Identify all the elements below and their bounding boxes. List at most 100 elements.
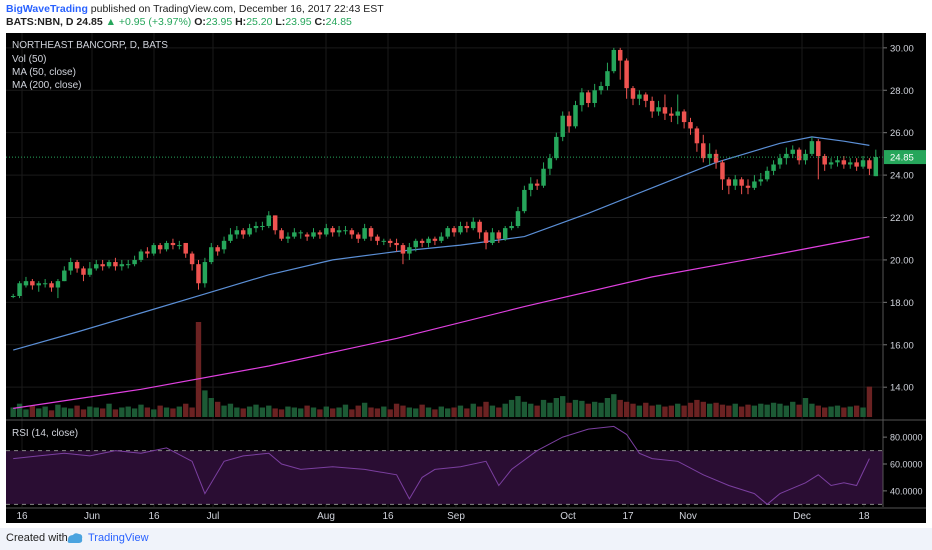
candle-body bbox=[419, 240, 425, 243]
candle-body bbox=[764, 170, 770, 180]
volume-bars bbox=[10, 322, 873, 417]
rsi-tick-label: 40.0000 bbox=[890, 486, 923, 496]
candle-body bbox=[790, 149, 795, 154]
close-label: C: bbox=[314, 16, 326, 28]
candle-body bbox=[49, 283, 54, 288]
candle-body bbox=[841, 160, 847, 165]
candle-body bbox=[387, 240, 393, 243]
footer-brand[interactable]: TradingView bbox=[88, 532, 149, 544]
volume-bar bbox=[783, 405, 790, 417]
volume-bar bbox=[272, 408, 278, 417]
volume-bar bbox=[681, 405, 687, 417]
candle-body bbox=[809, 141, 815, 154]
volume-bar bbox=[138, 404, 144, 417]
candle-body bbox=[62, 270, 67, 282]
volume-bar bbox=[342, 404, 349, 417]
candle-body bbox=[68, 262, 73, 271]
volume-bar bbox=[23, 409, 29, 417]
volume-bar bbox=[706, 403, 713, 417]
volume-bar bbox=[796, 404, 802, 417]
volume-bar bbox=[668, 405, 675, 417]
volume-bar bbox=[393, 403, 400, 417]
candle-body bbox=[196, 264, 201, 284]
volume-bar bbox=[675, 403, 681, 417]
volume-bar bbox=[163, 407, 170, 417]
volume-bar bbox=[221, 405, 227, 417]
candle-body bbox=[579, 92, 585, 106]
volume-bar bbox=[119, 407, 125, 417]
volume-bar bbox=[623, 401, 630, 417]
volume-bar bbox=[770, 402, 777, 417]
volume-bar bbox=[483, 401, 489, 417]
candle-body bbox=[784, 153, 789, 159]
author-link[interactable]: BigWaveTrading bbox=[6, 3, 88, 15]
chart-title: NORTHEAST BANCORP, D, BATS bbox=[12, 40, 168, 51]
volume-bar bbox=[496, 407, 502, 417]
volume-bar bbox=[617, 399, 623, 417]
volume-bar bbox=[10, 407, 16, 417]
candle-body bbox=[234, 230, 240, 235]
low-label: L: bbox=[275, 16, 286, 28]
candle-body bbox=[490, 232, 495, 243]
price-tick-label: 16.00 bbox=[890, 340, 914, 351]
candle-body bbox=[586, 92, 591, 103]
volume-bar bbox=[841, 407, 847, 417]
candle-body bbox=[509, 226, 514, 229]
volume-bar bbox=[189, 407, 195, 417]
volume-bar bbox=[738, 406, 745, 417]
volume-bar bbox=[528, 403, 534, 417]
candle-body bbox=[55, 281, 61, 288]
candle-body bbox=[771, 164, 776, 171]
candle-body bbox=[432, 238, 438, 241]
candle-body bbox=[106, 262, 112, 267]
candle-body bbox=[803, 153, 808, 161]
candle-body bbox=[400, 245, 406, 254]
candle-body bbox=[617, 49, 623, 61]
volume-bar bbox=[317, 409, 323, 417]
low-value: 23.95 bbox=[285, 16, 312, 28]
candle-body bbox=[592, 90, 597, 103]
volume-bar bbox=[790, 401, 796, 417]
volume-bar bbox=[508, 399, 515, 417]
volume-bar bbox=[476, 406, 483, 417]
volume-bar bbox=[48, 410, 55, 417]
candle-body bbox=[375, 236, 380, 241]
candle-body bbox=[720, 162, 725, 180]
volume-bar bbox=[451, 407, 457, 417]
legend-ma200: MA (200, close) bbox=[12, 80, 81, 91]
candle-body bbox=[554, 136, 559, 159]
rsi-band bbox=[6, 450, 883, 505]
volume-bar bbox=[374, 408, 381, 417]
volume-bar bbox=[758, 403, 764, 417]
candle-body bbox=[541, 168, 546, 186]
chart-header: BigWaveTrading published on TradingView.… bbox=[0, 0, 932, 30]
volume-bar bbox=[521, 401, 528, 417]
volume-bar bbox=[502, 403, 508, 417]
candle-body bbox=[272, 215, 278, 231]
price-tick-label: 20.00 bbox=[890, 255, 914, 266]
volume-bar bbox=[687, 402, 694, 417]
volume-bar bbox=[93, 407, 99, 417]
volume-bar bbox=[432, 409, 438, 417]
volume-bar bbox=[470, 403, 476, 417]
volume-bar bbox=[278, 409, 285, 417]
candle-body bbox=[285, 236, 291, 239]
rsi-pane bbox=[6, 425, 883, 505]
volume-bar bbox=[802, 398, 809, 417]
candle-body bbox=[656, 107, 661, 112]
volume-bar bbox=[29, 405, 36, 417]
high-label: H: bbox=[235, 16, 247, 28]
volume-bar bbox=[16, 403, 23, 417]
volume-bar bbox=[751, 405, 758, 417]
chart-area[interactable]: 30.00 28.00 26.00 24.00 22.00 20.00 18.00 16.00… bbox=[6, 33, 926, 523]
candle-body bbox=[304, 234, 310, 237]
ohlc-line: BATS:NBN, D 24.85 ▲ +0.95 (+3.97%) O:23.… bbox=[6, 16, 352, 28]
candle-body bbox=[848, 162, 853, 165]
publish-line: BigWaveTrading published on TradingView.… bbox=[6, 3, 384, 15]
candle-body bbox=[732, 179, 738, 186]
time-tick-label: 18 bbox=[858, 511, 870, 522]
volume-bar bbox=[202, 390, 208, 417]
candle-body bbox=[675, 111, 680, 116]
candle-body bbox=[624, 60, 629, 89]
candle-body bbox=[867, 160, 872, 169]
